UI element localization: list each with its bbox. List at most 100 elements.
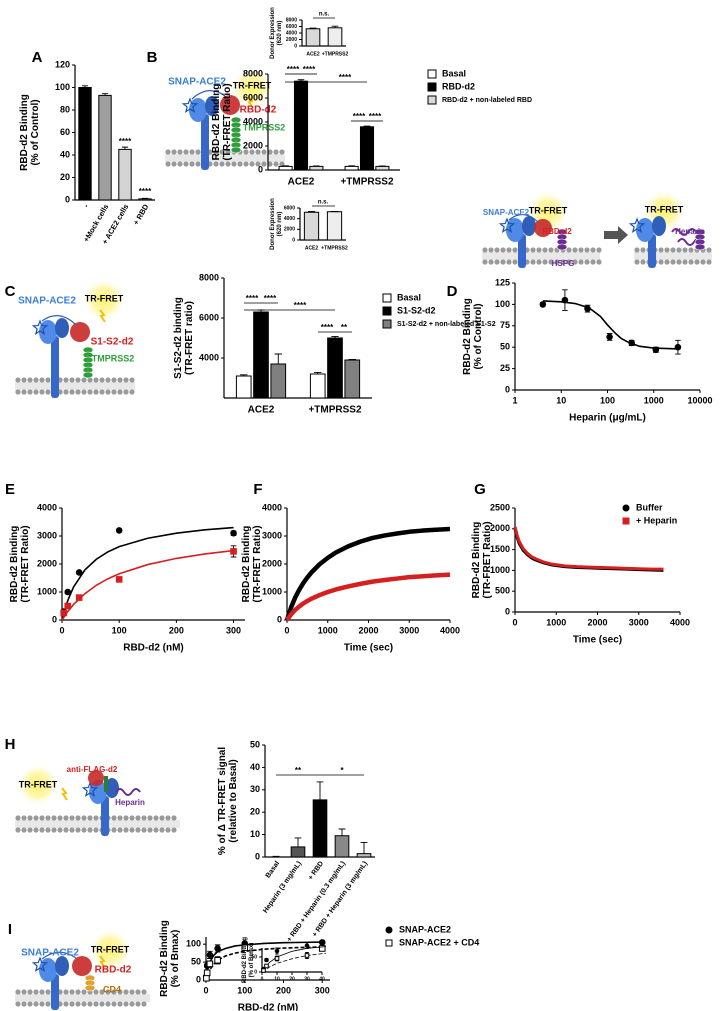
membrane-core (165, 154, 285, 162)
lipid-head (69, 389, 75, 395)
lipid-head (33, 389, 39, 395)
lipid-head (75, 389, 81, 395)
panel-letter: C (5, 283, 16, 300)
fit-curve (61, 549, 234, 621)
error-bar (348, 165, 355, 167)
lipid-head (249, 161, 255, 167)
lipid-head (87, 377, 93, 383)
x-tick-label: 0 (512, 617, 517, 627)
panel-letter: D (447, 283, 458, 300)
arrow (604, 226, 628, 244)
ligand (70, 322, 90, 342)
significance: n.s. (318, 200, 329, 206)
lipid-head (33, 989, 39, 995)
bar (344, 165, 359, 171)
x-tick-label: ACE2 (306, 51, 320, 57)
lipid-head (596, 247, 602, 253)
y-tick-label: 50 (500, 342, 510, 352)
diagram-label: TR-FRET (85, 293, 124, 303)
fret-arrow (508, 213, 539, 223)
marker (628, 339, 635, 347)
lipid-head (27, 815, 33, 821)
lipid-head (548, 259, 554, 265)
y-axis-label: (relative to Basal) (228, 759, 239, 842)
x-tick-label: +TMPRSS2 (321, 245, 348, 251)
lipid-head (700, 259, 706, 265)
y-tick-label: 100 (186, 939, 201, 949)
lipid-head (141, 815, 147, 821)
error-bar (316, 781, 324, 800)
diagram-label: RBD-d2 (95, 965, 132, 976)
x-tick-label: 30 (304, 976, 310, 982)
marker (230, 529, 237, 537)
lipid-head (279, 161, 285, 167)
diagram-label: TMPRSS2 (92, 353, 135, 363)
significance: * (340, 766, 344, 775)
lipid-head (195, 161, 201, 167)
lipid-head (51, 815, 57, 821)
marker (584, 305, 591, 312)
lipid-head (45, 827, 51, 833)
y-axis-label: (% of Control) (473, 303, 484, 369)
legend-swatch (427, 95, 437, 105)
error-bar (101, 93, 109, 96)
lipid-head (177, 161, 183, 167)
marker (622, 517, 630, 525)
legend-swatch (382, 306, 392, 316)
panel-letter: I (8, 921, 12, 938)
bar (278, 165, 293, 171)
x-axis-label: Heparin (μg/mL) (569, 413, 646, 424)
lipid-head (63, 989, 69, 995)
y-tick-label: 0 (65, 194, 70, 204)
lipid-head (15, 815, 21, 821)
fret-glow (232, 68, 272, 108)
lipid-head (135, 1001, 141, 1007)
marker (75, 569, 83, 576)
lipid-head (21, 377, 27, 383)
error-bar (141, 197, 149, 199)
lipid-head (87, 827, 93, 833)
lipid-head (658, 247, 664, 253)
diagram-label: S1-S2-d2 (91, 337, 134, 348)
x-tick-label: 100 (237, 985, 252, 995)
lipid-head (45, 815, 51, 821)
y-tick-label: 50 (250, 739, 260, 749)
lipid-head (219, 161, 225, 167)
x-tick-label: 1000 (644, 395, 664, 405)
bar (356, 853, 372, 858)
y-tick-label: 40 (250, 762, 260, 772)
y-axis-label: % of Δ TR-FRET signal (217, 747, 228, 856)
lipid-head (81, 377, 87, 383)
lipid-head (81, 389, 87, 395)
lipid-head (634, 247, 640, 253)
diagram-label: Heparin (675, 227, 705, 236)
coil (84, 984, 96, 992)
error-bar (331, 25, 339, 28)
y-tick-label: 20 (60, 172, 70, 182)
antibody (104, 776, 108, 792)
lipid-head (111, 989, 117, 995)
y-axis-label: RBD-d2 Binding (9, 526, 20, 603)
y-tick-label: 6000 (199, 312, 219, 322)
lipid-head (129, 389, 135, 395)
error-bar (309, 27, 317, 29)
lipid-head (213, 161, 219, 167)
y-axis-label: (% of Bmax) (249, 943, 255, 978)
y-tick-label: 0 (505, 606, 510, 616)
lipid-head (658, 259, 664, 265)
x-tick-label: 4000 (440, 625, 460, 635)
marker (241, 944, 249, 952)
x-tick-label: 0 (59, 625, 64, 635)
lipid-head (129, 1001, 135, 1007)
x-tick-label: Heparin (3 mg/mL) (262, 860, 303, 914)
legend-label: S1-S2-d2 (397, 305, 436, 315)
lipid-head (75, 989, 81, 995)
lipid-head (548, 247, 554, 253)
marker (75, 594, 83, 601)
x-axis-label: RBD-d2 (nM) (238, 1003, 299, 1011)
legend-label: Buffer (636, 502, 663, 512)
marker (264, 957, 269, 963)
y-axis-label: (% of Control) (30, 99, 41, 165)
bar (138, 198, 152, 201)
bolt (99, 955, 106, 969)
